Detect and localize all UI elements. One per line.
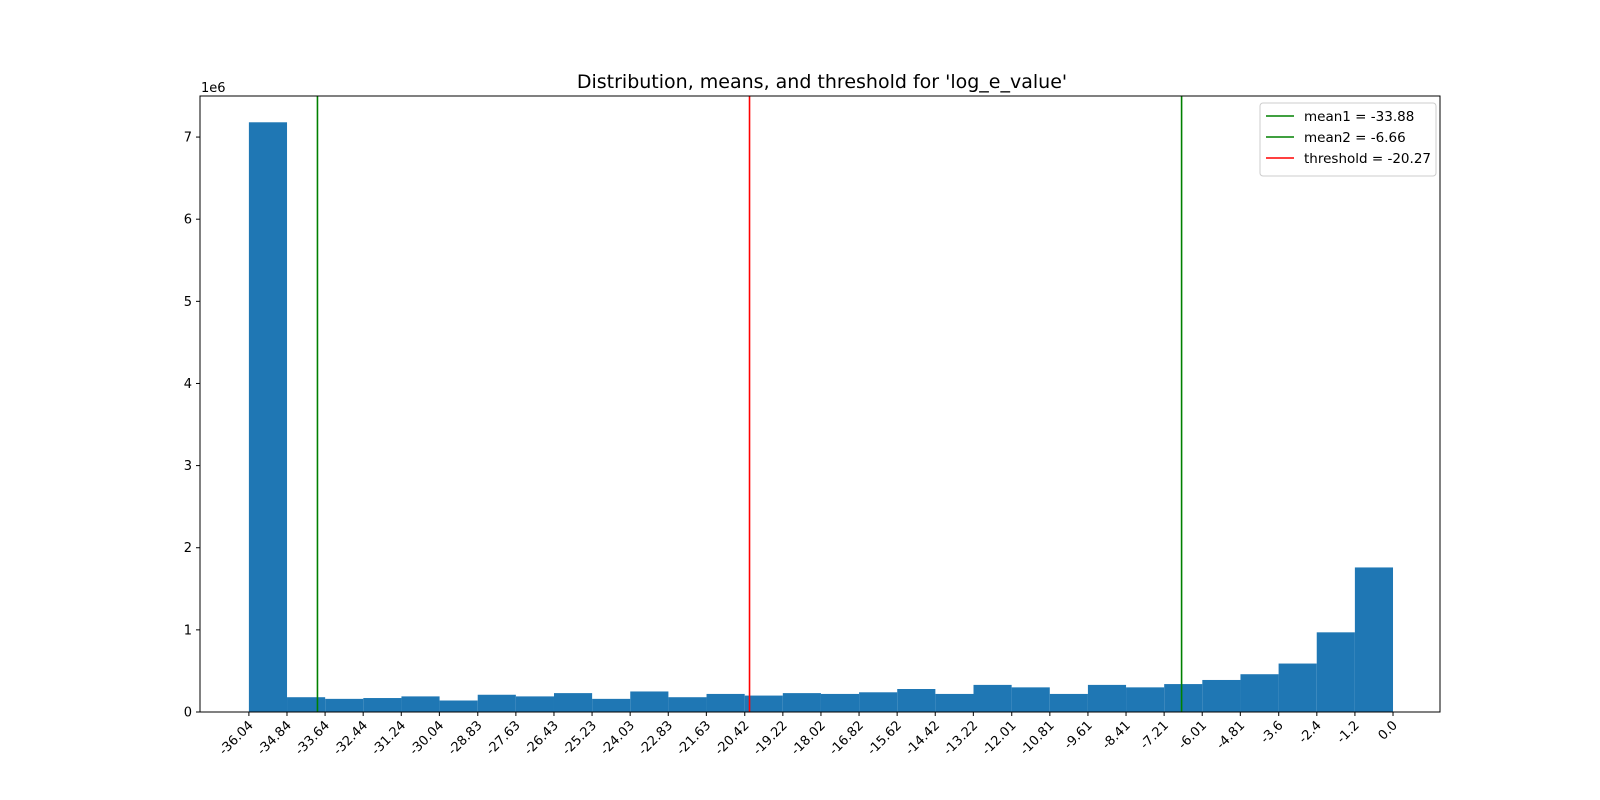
histogram-bar (1087, 684, 1127, 712)
histogram-bar (1316, 632, 1355, 712)
x-tick-label: -6.01 (1176, 718, 1210, 752)
x-tick-label: -8.41 (1099, 718, 1133, 752)
y-tick-label: 5 (184, 295, 192, 310)
histogram-bar (706, 693, 745, 712)
histogram-bar (401, 696, 440, 712)
histogram-bar (287, 697, 326, 712)
x-tick-label: -22.83 (636, 718, 676, 758)
x-tick-label: -2.4 (1296, 718, 1325, 747)
histogram-bar (1202, 679, 1241, 712)
x-tick-label: -1.2 (1334, 718, 1363, 747)
histogram-bar (897, 689, 936, 712)
histogram-bar (630, 691, 669, 712)
histogram-bar (973, 684, 1012, 712)
x-tick-label: -33.64 (293, 718, 333, 758)
x-tick-label: -31.24 (369, 718, 409, 758)
chart-title: Distribution, means, and threshold for '… (577, 71, 1067, 93)
x-tick-label: -21.63 (674, 718, 714, 758)
legend-box (1259, 102, 1437, 177)
histogram-bar (668, 697, 707, 712)
y-tick-label: 0 (184, 706, 192, 721)
histogram-bar (553, 693, 593, 712)
histogram-bar (325, 698, 364, 712)
y-tick-label: 4 (184, 377, 192, 392)
histogram-bar (1278, 663, 1317, 712)
legend-entry-label: threshold = -20.27 (1304, 151, 1431, 167)
x-tick-label: -28.83 (445, 718, 485, 758)
histogram-bar (820, 693, 860, 712)
x-tick-label: -32.44 (331, 718, 371, 758)
x-tick-label: 0.0 (1376, 718, 1401, 743)
x-tick-label: -18.02 (789, 718, 829, 758)
y-tick-label: 7 (184, 131, 192, 146)
x-tick-label: -10.81 (1017, 718, 1057, 758)
y-tick-label: 3 (184, 459, 192, 474)
bars-group (248, 122, 1394, 713)
histogram-bar (248, 122, 288, 713)
histogram-bar (363, 698, 402, 712)
plot-frame (199, 95, 1441, 713)
histogram-bar (1011, 687, 1050, 712)
x-tick-label: -4.81 (1214, 718, 1248, 752)
x-tick-label: -25.23 (560, 718, 600, 758)
histogram-bar (935, 693, 974, 712)
histogram-bar (859, 692, 898, 712)
histogram-bar (477, 694, 516, 712)
x-tick-label: -20.42 (712, 718, 752, 758)
x-tick-label: -12.01 (979, 718, 1019, 758)
x-tick-label: -27.63 (483, 718, 523, 758)
histogram-bar (1049, 693, 1088, 712)
vertical-lines-group (316, 96, 1183, 712)
x-tick-label: -36.04 (216, 718, 256, 758)
histogram-bar (592, 698, 631, 712)
x-tick-label: -14.42 (903, 718, 943, 758)
x-tick-label: -30.04 (407, 718, 447, 758)
y-tick-label: 2 (184, 541, 192, 556)
histogram-bar (1164, 684, 1203, 712)
x-tick-label: -24.03 (598, 718, 638, 758)
y-tick-label: 6 (184, 213, 192, 228)
histogram-bar (1126, 687, 1165, 712)
histogram-bar (1240, 674, 1279, 712)
legend-entry-label: mean1 = -33.88 (1304, 109, 1414, 125)
x-tick-label: -13.22 (941, 718, 981, 758)
x-tick-label: -34.84 (255, 718, 295, 758)
y-axis-offset-label: 1e6 (201, 81, 226, 96)
histogram-bar (515, 696, 554, 712)
histogram-bar (744, 695, 783, 712)
histogram-bar (1354, 567, 1394, 712)
x-tick-label: -26.43 (522, 718, 562, 758)
y-tick-label: 1 (184, 623, 192, 638)
histogram-bar (439, 700, 478, 712)
legend-entry-label: mean2 = -6.66 (1304, 130, 1406, 146)
x-tick-label: -7.21 (1138, 718, 1172, 752)
x-tick-label: -3.6 (1258, 718, 1287, 747)
legend: mean1 = -33.88 mean2 = -6.66 threshold = -… (1259, 102, 1437, 177)
x-tick-label: -9.61 (1061, 718, 1095, 752)
x-tick-label: -15.62 (865, 718, 905, 758)
axes-group: 01234567-36.04-34.84-33.64-32.44-31.24-3… (184, 95, 1441, 758)
histogram-bar (782, 693, 821, 712)
x-tick-label: -19.22 (750, 718, 790, 758)
x-tick-label: -16.82 (827, 718, 867, 758)
